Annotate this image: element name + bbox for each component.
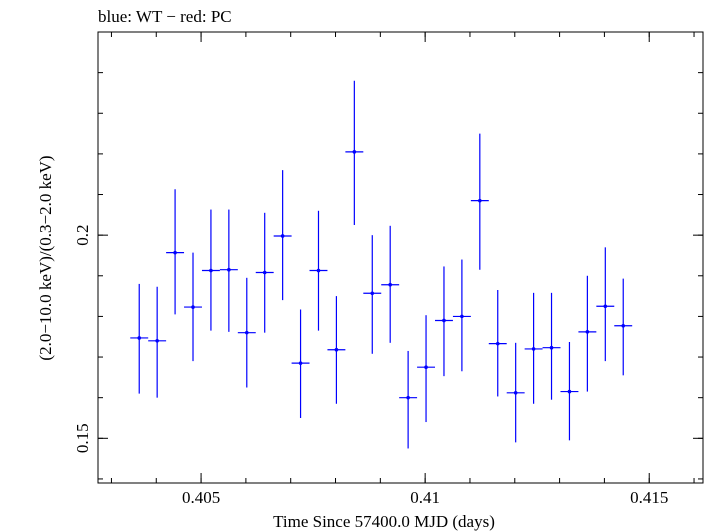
data-point	[524, 292, 543, 404]
point-marker	[603, 304, 608, 309]
x-tick-label: 0.405	[182, 488, 220, 507]
data-point	[488, 290, 507, 397]
data-point	[148, 286, 167, 398]
point-marker	[424, 365, 428, 370]
point-marker	[370, 291, 375, 296]
point-marker	[585, 330, 590, 334]
y-tick-label: 0.15	[73, 423, 92, 453]
point-marker	[513, 391, 518, 395]
y-tick-label: 0.2	[73, 225, 92, 246]
data-point	[166, 189, 185, 315]
x-tick-label: 0.415	[630, 488, 668, 507]
y-axis-label: (2.0−10.0 keV)/(0.3−2.0 keV)	[36, 155, 55, 360]
point-marker	[460, 314, 464, 319]
data-point	[578, 275, 597, 392]
data-point	[345, 80, 364, 225]
point-marker	[173, 250, 177, 255]
x-axis: 0.405 0.41 0.415	[110, 32, 695, 507]
data-point	[255, 212, 274, 333]
data-point	[560, 342, 579, 441]
data-point	[596, 247, 615, 362]
data-point	[201, 209, 220, 331]
point-marker	[155, 338, 159, 343]
data-point	[417, 315, 436, 423]
data-point	[130, 283, 149, 394]
data-point	[506, 342, 525, 443]
data-series	[130, 80, 633, 449]
point-marker	[621, 323, 626, 328]
point-marker	[352, 150, 357, 154]
data-point	[399, 350, 418, 449]
data-point	[452, 259, 471, 372]
point-marker	[442, 318, 446, 323]
data-point	[219, 209, 238, 332]
data-point	[363, 235, 382, 354]
point-marker	[531, 347, 536, 351]
point-marker	[495, 341, 500, 346]
plot-frame	[97, 31, 704, 484]
data-point	[614, 278, 633, 376]
data-point	[184, 252, 202, 362]
point-marker	[567, 389, 572, 394]
data-point	[381, 225, 400, 343]
point-marker	[137, 336, 142, 340]
data-point	[435, 266, 453, 377]
point-marker	[406, 395, 410, 400]
point-marker	[298, 361, 303, 365]
chart-title: blue: WT − red: PC	[98, 7, 232, 26]
point-marker	[209, 268, 213, 273]
point-marker	[549, 345, 554, 350]
data-point	[291, 309, 310, 418]
point-marker	[244, 330, 249, 335]
point-marker	[280, 234, 285, 238]
point-marker	[334, 347, 339, 352]
x-axis-label: Time Since 57400.0 MJD (days)	[273, 512, 495, 531]
data-point	[327, 296, 346, 404]
data-point	[542, 292, 561, 400]
data-point	[273, 170, 292, 301]
y-axis: 0.15 0.2	[73, 31, 703, 480]
point-marker	[191, 305, 195, 309]
point-marker	[262, 270, 267, 275]
point-marker	[316, 268, 321, 273]
point-marker	[227, 267, 231, 272]
x-tick-label: 0.41	[410, 488, 440, 507]
data-point	[309, 210, 328, 331]
point-marker	[478, 198, 482, 203]
data-point	[237, 277, 256, 388]
data-point	[470, 133, 489, 270]
point-marker	[388, 282, 392, 287]
